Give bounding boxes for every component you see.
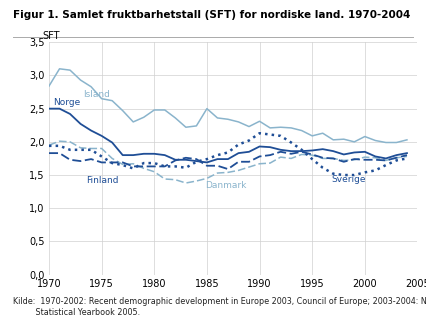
Text: Danmark: Danmark (205, 181, 246, 190)
Text: SFT: SFT (43, 31, 60, 41)
Text: Statistical Yearbook 2005.: Statistical Yearbook 2005. (13, 308, 140, 317)
Text: Finland: Finland (86, 176, 118, 185)
Text: Kilde:  1970-2002: Recent demographic development in Europe 2003, Council of Eur: Kilde: 1970-2002: Recent demographic dev… (13, 297, 426, 306)
Text: Sverige: Sverige (331, 175, 366, 184)
Text: Norge: Norge (53, 98, 81, 107)
Text: Island: Island (83, 90, 109, 99)
Text: Figur 1. Samlet fruktbarhetstall (SFT) for nordiske land. 1970-2004: Figur 1. Samlet fruktbarhetstall (SFT) f… (13, 10, 410, 20)
